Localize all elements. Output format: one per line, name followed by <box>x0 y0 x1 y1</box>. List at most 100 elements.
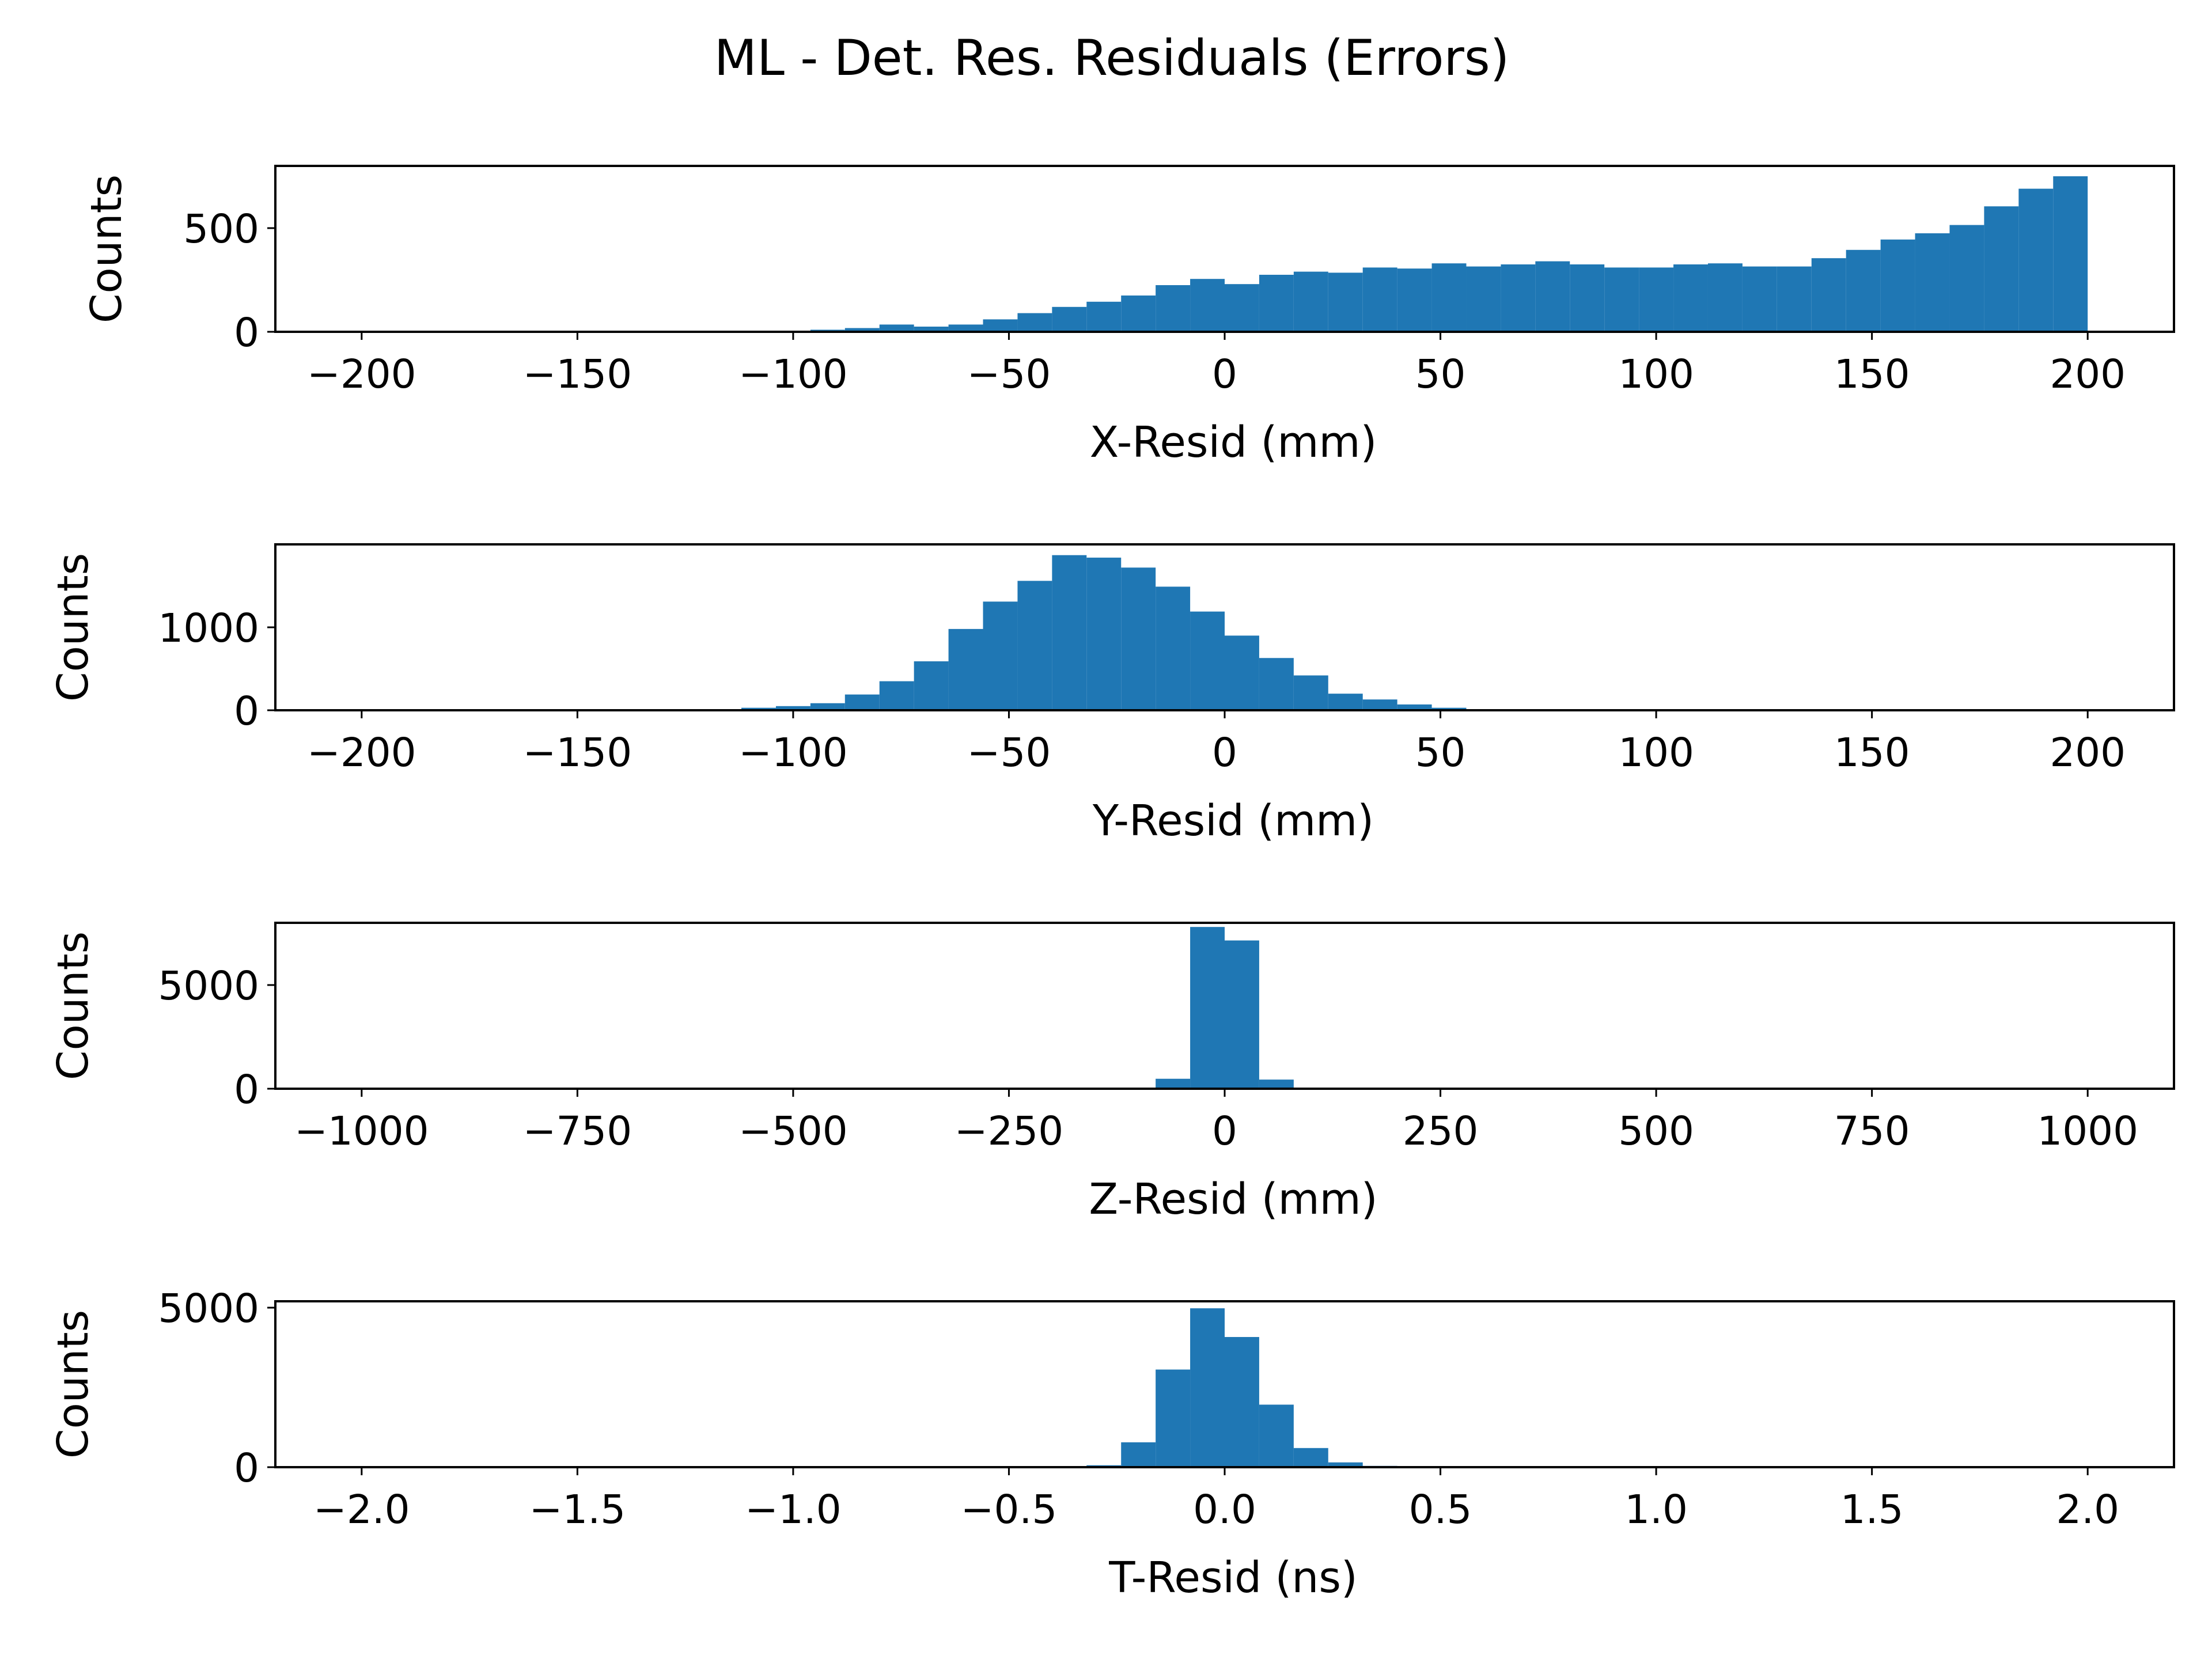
histogram-bar <box>1431 707 1467 710</box>
histogram-bar <box>1397 268 1432 332</box>
histogram-bar <box>1777 266 1812 332</box>
histogram-bar <box>1949 225 1984 332</box>
y-tick-label: 5000 <box>158 963 259 1009</box>
histogram-bar <box>1431 263 1467 332</box>
histogram-bar <box>914 661 949 710</box>
histogram-bar <box>2053 176 2088 332</box>
histogram-bar <box>1156 285 1191 332</box>
x-axis-label: X-Resid (mm) <box>1090 418 1377 467</box>
histogram-bar <box>914 327 949 332</box>
histogram-bar <box>2018 188 2054 332</box>
y-tick-label: 500 <box>183 206 259 252</box>
x-tick-label: 0 <box>1212 1108 1237 1154</box>
histogram-bar <box>983 601 1018 710</box>
histogram-bar <box>1639 267 1674 332</box>
histogram-bar <box>1086 558 1122 710</box>
histogram-bar <box>1362 699 1397 710</box>
x-tick-label: −500 <box>738 1108 848 1154</box>
histogram-panel-4: −2.0 −1.5 −1.0 −0.5 0.0 0.5 1.0 1.5 2.0 0 5000 T-Re… <box>48 1286 2175 1603</box>
x-tick-label: 150 <box>1834 351 1910 397</box>
histogram-bar <box>1190 279 1225 332</box>
x-tick-label: −200 <box>307 351 416 397</box>
histogram-bar <box>1293 271 1328 332</box>
histogram-bar <box>1017 313 1052 332</box>
histogram-bar <box>1156 1078 1191 1089</box>
x-tick-label: −50 <box>967 730 1051 776</box>
histogram-bar <box>1190 611 1225 710</box>
histogram-bar <box>879 324 914 332</box>
histogram-panel-3: −1000 −750 −500 −250 0 250 500 750 1000 0 5000 Z-Re… <box>48 922 2175 1224</box>
x-tick-label: −150 <box>523 351 632 397</box>
x-tick-label: −1.5 <box>529 1487 626 1533</box>
histogram-bar <box>1604 267 1639 332</box>
histogram-bar <box>1846 249 1881 332</box>
histogram-bar <box>879 681 914 710</box>
y-tick-label: 0 <box>234 1067 259 1113</box>
histogram-bar <box>1880 239 1915 332</box>
x-tick-label: 0 <box>1212 351 1237 397</box>
x-tick-label: 750 <box>1834 1108 1910 1154</box>
histogram-bar <box>1707 263 1743 332</box>
y-tick-label: 0 <box>234 688 259 734</box>
histogram-bar <box>1915 233 1950 332</box>
x-tick-label: 0 <box>1212 730 1237 776</box>
histogram-bar <box>1121 1442 1156 1467</box>
histogram-bar <box>948 324 983 332</box>
histogram-bar <box>1259 658 1294 710</box>
histogram-bar <box>1121 296 1156 332</box>
x-tick-label: −2.0 <box>313 1487 410 1533</box>
histogram-bar <box>775 706 810 710</box>
x-tick-label: −1000 <box>294 1108 429 1154</box>
histogram-bar <box>1225 1337 1259 1467</box>
histogram-bar <box>1156 1369 1191 1467</box>
histogram-panel-1: −200 −150 −100 −50 0 50 100 150 200 0 500 X-Resid (… <box>82 165 2175 467</box>
x-tick-label: 200 <box>2050 730 2126 776</box>
x-tick-label: −50 <box>967 351 1051 397</box>
histogram-bar <box>1328 1462 1363 1467</box>
x-axis-label: Y-Resid (mm) <box>1092 796 1374 846</box>
x-tick-label: 150 <box>1834 730 1910 776</box>
histogram-bar <box>1086 301 1122 332</box>
histogram-bar <box>1501 264 1536 332</box>
histogram-bar <box>1984 206 2019 332</box>
histogram-bar <box>1397 704 1432 710</box>
x-tick-label: 50 <box>1415 730 1466 776</box>
x-tick-label: 1000 <box>2037 1108 2138 1154</box>
histogram-bar <box>1225 635 1259 710</box>
x-tick-label: 2.0 <box>2056 1487 2119 1533</box>
histogram-bar <box>948 628 983 710</box>
histogram-bar <box>1466 266 1501 332</box>
y-axis-label: Counts <box>82 175 131 323</box>
histogram-bar <box>1052 555 1087 710</box>
y-tick-label: 5000 <box>158 1286 259 1332</box>
y-axis-label: Counts <box>48 1310 98 1459</box>
histogram-bar <box>844 694 880 710</box>
histogram-bar <box>1328 694 1363 710</box>
x-tick-label: −150 <box>523 730 632 776</box>
x-tick-label: −100 <box>738 730 848 776</box>
x-tick-label: 100 <box>1618 730 1694 776</box>
x-axis-label: T-Resid (ns) <box>1108 1553 1358 1603</box>
histogram-bar <box>1535 261 1570 332</box>
histogram-bar <box>1190 1308 1225 1467</box>
histogram-bar <box>1742 266 1777 332</box>
histogram-bar <box>1225 940 1259 1089</box>
histogram-bar <box>1017 581 1052 710</box>
x-tick-label: −0.5 <box>961 1487 1058 1533</box>
histogram-bar <box>1259 1080 1294 1089</box>
histogram-bar <box>1328 272 1363 332</box>
histogram-bar <box>1293 675 1328 710</box>
histogram-bar <box>741 707 776 710</box>
histogram-bar <box>810 703 845 710</box>
histogram-bar <box>1811 258 1846 332</box>
histogram-bar <box>1121 567 1156 710</box>
histogram-bar <box>1259 1404 1294 1467</box>
histogram-bar <box>1052 306 1087 332</box>
x-tick-label: 1.5 <box>1840 1487 1904 1533</box>
histogram-bar <box>844 328 880 332</box>
histogram-bar <box>1362 267 1397 332</box>
x-tick-label: 200 <box>2050 351 2126 397</box>
histogram-panel-2: −200 −150 −100 −50 0 50 100 150 200 0 1000 Y-Resid … <box>48 543 2175 846</box>
